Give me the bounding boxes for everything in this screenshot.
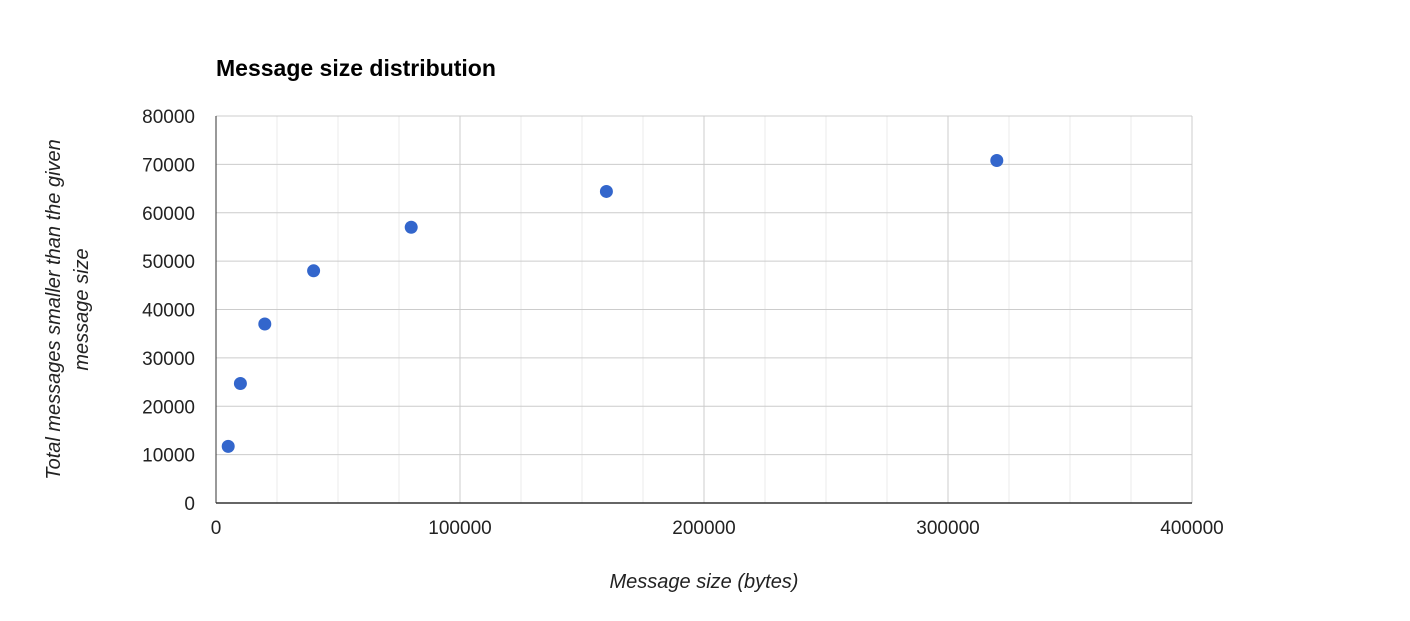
y-tick-label: 80000 <box>142 107 195 128</box>
y-tick-label: 30000 <box>142 349 195 370</box>
y-tick-label: 50000 <box>142 252 195 273</box>
x-tick-label: 0 <box>211 518 222 539</box>
x-tick-label: 200000 <box>672 518 735 539</box>
y-axis-title-line: message size <box>71 248 93 370</box>
y-tick-label: 60000 <box>142 204 195 225</box>
chart-title: Message size distribution <box>216 55 496 81</box>
y-tick-label: 0 <box>184 494 195 515</box>
data-point <box>307 264 321 278</box>
data-point <box>258 317 272 331</box>
x-tick-label: 100000 <box>428 518 491 539</box>
x-tick-label: 400000 <box>1160 518 1223 539</box>
data-point <box>221 439 235 453</box>
data-point <box>404 220 418 234</box>
x-axis-title: Message size (bytes) <box>610 571 799 593</box>
y-tick-label: 40000 <box>142 301 195 322</box>
y-axis-title-line: Total messages smaller than the given <box>43 139 65 480</box>
data-point <box>599 184 613 198</box>
x-tick-label: 300000 <box>916 518 979 539</box>
y-tick-label: 10000 <box>142 446 195 467</box>
data-point <box>990 154 1004 168</box>
y-tick-label: 20000 <box>142 397 195 418</box>
y-tick-label: 70000 <box>142 155 195 176</box>
data-point <box>233 377 247 391</box>
